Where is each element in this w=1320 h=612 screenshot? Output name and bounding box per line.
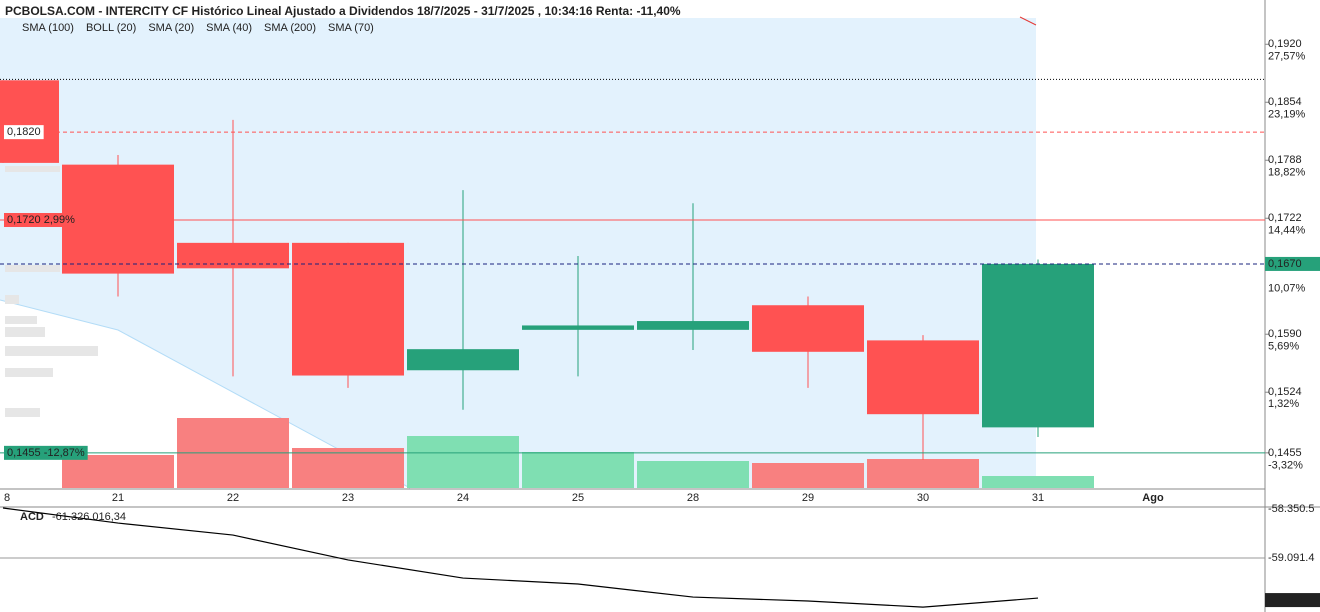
y-tick-label: 0,1524 [1268,386,1302,398]
indicator-name: ACD [20,511,44,523]
volume-bar [62,455,174,488]
candle-body [752,305,864,352]
legend-entry: SMA (200) [264,22,316,34]
candle-body [867,340,979,415]
y2-tick-label: 10,07% [1268,282,1306,294]
sma-line [0,299,411,489]
volume-bar [522,452,634,488]
price-label-box [4,445,88,460]
legend-entry: SMA (70) [328,22,374,34]
indicator-line [2,507,1039,608]
legend-entry: SMA (40) [206,22,252,34]
y2-tick-label: 23,19% [1268,109,1306,121]
price-label-text: 0,1720 2,99% [7,214,75,226]
candle-body [62,164,174,274]
volume-bar [867,459,979,488]
band-area [0,18,1036,488]
y2-tick-label: 5,69% [1268,340,1299,352]
last-value-box [1265,593,1320,608]
price-label: 0,1820 [4,125,44,140]
y2-tick-label: -3,32% [1268,460,1303,472]
x-tick-label: 31 [1032,492,1044,504]
legend-entry: SMA (100) [22,22,74,34]
x-tick-label: 29 [802,492,814,504]
x-tick-label: 24 [457,492,469,504]
x-tick-label: 22 [227,492,239,504]
price-label-text: 0,1820 [7,126,41,138]
y-tick-label: 0,1788 [1268,154,1302,166]
candle-body [982,263,1094,428]
x-tick-label: 23 [342,492,354,504]
x-tick-label: 21 [112,492,124,504]
candle-body [292,242,404,376]
price-label-box [4,213,78,228]
x-tick-label: Ago [1142,492,1164,504]
y-tick-label: 0,1854 [1268,96,1302,108]
y-tick-label: -59.091.4 [1268,552,1314,564]
price-label: 0,1455 -12,87% [4,445,88,460]
legend-entry: BOLL (20) [86,22,136,34]
price-label: 0,1670 [1265,256,1320,271]
indicator-value: -61.326.016,34 [52,511,126,523]
y2-tick-label: 14,44% [1268,225,1306,237]
sma-line [1019,16,1037,26]
candle-body [522,325,634,330]
x-tick-label: 30 [917,492,929,504]
chart-title: PCBOLSA.COM - INTERCITY CF Histórico Lin… [5,4,681,18]
candle-body [177,242,289,269]
x-tick-label: 8 [4,492,10,504]
y2-tick-label: 18,82% [1268,167,1306,179]
y-tick-label: -58.350.5 [1268,503,1314,515]
y2-tick-label: 1,32% [1268,398,1299,410]
candle-body [0,80,59,163]
y-tick-label: 0,1455 [1268,447,1302,459]
candle-body [407,349,519,371]
x-tick-label: 25 [572,492,584,504]
x-tick-label: 28 [687,492,699,504]
price-label-text: 0,1670 [1268,258,1302,270]
volume-bar [407,436,519,488]
volume-bar [752,463,864,488]
price-label: 0,1720 2,99% [4,213,78,228]
y-tick-label: 0,1920 [1268,38,1302,50]
price-label-text: 0,1455 -12,87% [7,447,85,459]
volume-bar [982,476,1094,488]
last-value-label: -61.326. [1268,594,1308,606]
volume-bar [637,461,749,488]
y2-tick-label: 27,57% [1268,51,1306,63]
y-tick-label: 0,1722 [1268,212,1302,224]
volume-profile [5,166,98,417]
y-tick-label: 0,1590 [1268,328,1302,340]
legend-entry: SMA (20) [148,22,194,34]
price-label-box [4,125,44,140]
candle-body [637,321,749,330]
volume-bar [292,448,404,488]
price-label-box [1265,256,1320,271]
